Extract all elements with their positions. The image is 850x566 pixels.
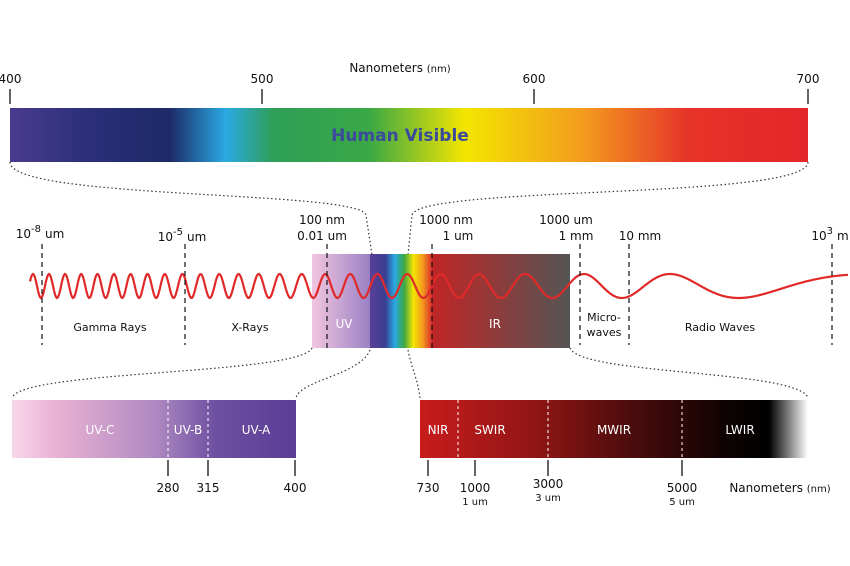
band-label: Radio Waves	[685, 321, 756, 334]
tick-label: 1000	[460, 481, 491, 495]
tick-sublabel: 3 um	[535, 493, 561, 504]
band-label: Micro-	[587, 311, 621, 324]
uv-region	[312, 254, 370, 348]
band-label: MWIR	[597, 423, 631, 437]
axis-label: Nanometers (nm)	[349, 61, 450, 75]
tick-label: 1 um	[443, 229, 474, 243]
connector	[295, 349, 371, 399]
visible-bar	[10, 108, 808, 162]
tick-label: 10 mm	[619, 229, 661, 243]
tick-label: 700	[797, 72, 820, 86]
tick-label: 3000	[533, 477, 564, 491]
axis-label: Nanometers (nm)	[729, 481, 830, 495]
band-label: NIR	[428, 423, 449, 437]
band-label: UV-B	[174, 423, 202, 437]
uv-bar	[12, 400, 296, 458]
tick-label: 500	[251, 72, 274, 86]
band-label: X-Rays	[231, 321, 269, 334]
tick-label: 400	[284, 481, 307, 495]
band-label: SWIR	[474, 423, 505, 437]
tick-label: 1000 nm	[419, 213, 473, 227]
tick-label: 730	[417, 481, 440, 495]
visible-ticks: 400 500 600 700	[0, 72, 819, 104]
tick-label: 400	[0, 72, 21, 86]
connector	[11, 347, 313, 399]
dashed-lines	[41, 244, 833, 350]
band-labels: Gamma Rays X-Rays UV IR Micro- waves Rad…	[73, 311, 755, 339]
tick-label: 0.01 um	[297, 229, 347, 243]
tick-label: 10-8 um	[16, 224, 65, 241]
ir-region	[432, 254, 570, 348]
band-label: LWIR	[725, 423, 754, 437]
tick-label: 1000 um	[539, 213, 593, 227]
band-label: UV-A	[242, 423, 271, 437]
tick-label: 10-5 um	[158, 227, 207, 244]
tick-label: 5000	[667, 481, 698, 495]
tick-label: 100 nm	[299, 213, 345, 227]
band-label: UV	[336, 317, 354, 331]
tick-label: 1 mm	[559, 229, 594, 243]
ir-bar	[420, 400, 808, 458]
tick-label: 103 m	[811, 226, 848, 243]
visible-region	[370, 254, 432, 348]
band-label: waves	[587, 326, 622, 339]
band-label: IR	[489, 317, 501, 331]
wave	[28, 272, 849, 300]
tick-label: 280	[157, 481, 180, 495]
tick-label: 315	[197, 481, 220, 495]
connector	[569, 347, 809, 399]
band-label: Gamma Rays	[73, 321, 147, 334]
connector	[9, 161, 373, 256]
band-label: UV-C	[86, 423, 115, 437]
tick-sublabel: 5 um	[669, 497, 695, 508]
connector	[407, 349, 421, 399]
tick-sublabel: 1 um	[462, 497, 488, 508]
spectrum-ticks: 10-8 um 10-5 um 100 nm 0.01 um 1000 nm 1 u…	[16, 213, 849, 244]
tick-label: 600	[523, 72, 546, 86]
visible-label: Human Visible	[331, 126, 469, 146]
